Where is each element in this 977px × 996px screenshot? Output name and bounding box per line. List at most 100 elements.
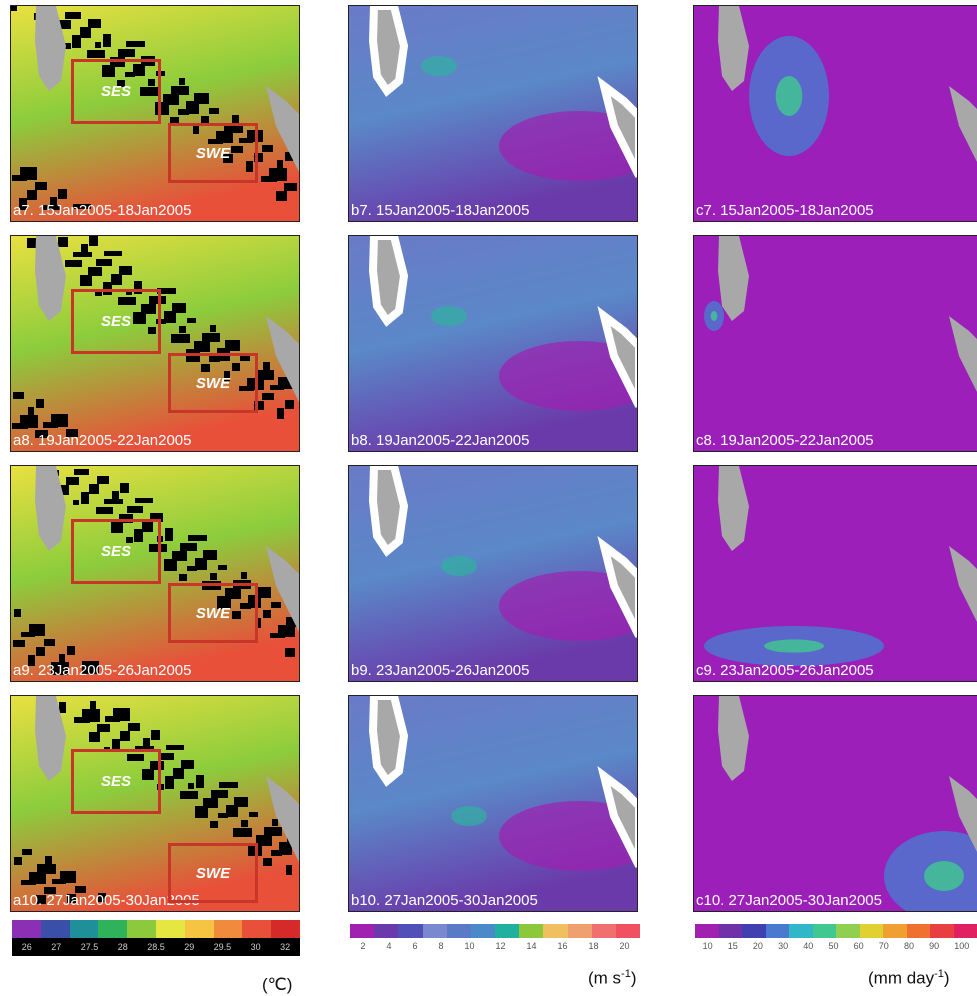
cloud-mask — [196, 775, 204, 788]
panel-label: b7. 15Jan2005-18Jan2005 — [351, 202, 530, 219]
cloud-mask — [126, 41, 145, 47]
cloud-mask — [241, 572, 247, 579]
colorbar-tick-label: 90 — [929, 941, 939, 951]
colorbar-swatch — [954, 924, 977, 938]
cloud-mask — [28, 407, 34, 418]
map-panel: a9. 23Jan2005-26Jan2005SESSWE — [10, 465, 300, 682]
colorbar-swatch — [98, 920, 127, 938]
cloud-mask — [219, 782, 238, 788]
cloud-mask — [165, 776, 174, 789]
cloud-mask — [81, 492, 89, 504]
cloud-mask — [188, 783, 194, 789]
map — [694, 466, 977, 682]
colorbar-swatch — [568, 924, 592, 938]
colorbar-tick-label: 8 — [438, 941, 443, 951]
land-sri-lanka — [373, 6, 404, 91]
panel-label: c7. 15Jan2005-18Jan2005 — [696, 202, 874, 219]
cloud-mask — [113, 708, 130, 721]
cloud-mask — [249, 812, 258, 817]
cloud-mask — [203, 798, 218, 808]
unit-label: (℃) — [262, 975, 292, 995]
colorbar-tick-label: 28.5 — [147, 942, 165, 952]
unit-base: (℃) — [262, 975, 292, 994]
map — [349, 236, 638, 452]
cloud-mask — [262, 145, 273, 152]
cloud-mask — [210, 821, 218, 828]
colorbar-swatch — [860, 924, 884, 938]
cloud-mask — [179, 78, 185, 85]
colorbar-tick-label: 27.5 — [81, 942, 99, 952]
colorbar-tick-label: 100 — [954, 941, 969, 951]
colorbar-swatch — [719, 924, 743, 938]
cloud-mask — [112, 491, 119, 503]
colorbar-swatch — [883, 924, 907, 938]
cloud-mask — [277, 160, 283, 171]
cloud-mask — [80, 27, 91, 38]
panel-label: c8. 19Jan2005-22Jan2005 — [696, 432, 874, 449]
cloud-mask — [286, 865, 292, 875]
cloud-mask — [262, 393, 274, 400]
cloud-mask — [180, 791, 198, 799]
panel-label: a8. 19Jan2005-22Jan2005 — [13, 432, 192, 449]
colorbar-tick-label: 12 — [495, 941, 505, 951]
colorbar — [350, 924, 640, 938]
panel-label: a7. 15Jan2005-18Jan2005 — [13, 202, 192, 219]
colorbar-swatch — [695, 924, 719, 938]
colorbar-swatch — [766, 924, 790, 938]
cloud-mask — [81, 244, 88, 256]
panel-label: c9. 23Jan2005-26Jan2005 — [696, 662, 874, 679]
map — [349, 696, 638, 912]
cloud-mask — [120, 731, 130, 741]
cloud-mask — [256, 835, 272, 846]
colorbar-swatch — [127, 920, 156, 938]
cloud-mask — [66, 477, 79, 485]
cloud-mask — [87, 50, 105, 58]
colorbar-swatch — [813, 924, 837, 938]
cloud-mask — [13, 392, 24, 399]
map-panel: b8. 19Jan2005-22Jan2005 — [348, 235, 638, 452]
colorbar-tick-label: 50 — [828, 941, 838, 951]
colorbar-swatch — [742, 924, 766, 938]
rain-core — [924, 861, 964, 891]
colorbar-swatch — [70, 920, 99, 938]
colorbar-tick-label: 29 — [184, 942, 194, 952]
cloud-mask — [202, 333, 220, 342]
colorbar-swatch — [616, 924, 640, 938]
colorbar-tick-label: 70 — [879, 941, 889, 951]
colorbar-swatch — [374, 924, 398, 938]
cloud-mask — [264, 827, 282, 836]
land-sri-lanka — [373, 236, 404, 321]
colorbar-swatch — [398, 924, 422, 938]
panel-label: b9. 23Jan2005-26Jan2005 — [351, 662, 530, 679]
cloud-mask — [73, 500, 79, 505]
cloud-mask — [151, 730, 160, 740]
cloud-mask — [97, 476, 109, 484]
cloud-mask — [285, 400, 294, 409]
map-panel: b10. 27Jan2005-30Jan2005 — [348, 695, 638, 912]
cloud-mask — [203, 550, 217, 560]
colorbar-swatch — [789, 924, 813, 938]
cloud-mask — [233, 828, 252, 837]
cloud-mask — [263, 858, 272, 866]
unit-label: (m s-1) — [588, 968, 637, 989]
cloud-mask — [104, 251, 122, 256]
rain-core — [764, 639, 824, 652]
cloud-mask — [285, 648, 295, 657]
cloud-mask — [172, 551, 187, 561]
cloud-mask — [88, 267, 102, 276]
cloud-mask — [74, 469, 89, 475]
colorbar-swatch — [156, 920, 185, 938]
cloud-mask — [165, 528, 173, 541]
colorbar-swatch — [214, 920, 243, 938]
land-sri-lanka — [373, 696, 404, 781]
cloud-mask — [14, 609, 21, 617]
colorbar-tick-label: 2 — [360, 941, 365, 951]
colorbar-swatch — [423, 924, 447, 938]
cloud-mask — [96, 507, 113, 514]
cloud-mask — [89, 236, 98, 246]
cloud-mask — [210, 325, 216, 332]
cloud-mask — [22, 849, 32, 855]
cloud-mask — [171, 334, 190, 343]
region-box: SES — [71, 289, 161, 354]
cloud-mask — [188, 535, 207, 541]
